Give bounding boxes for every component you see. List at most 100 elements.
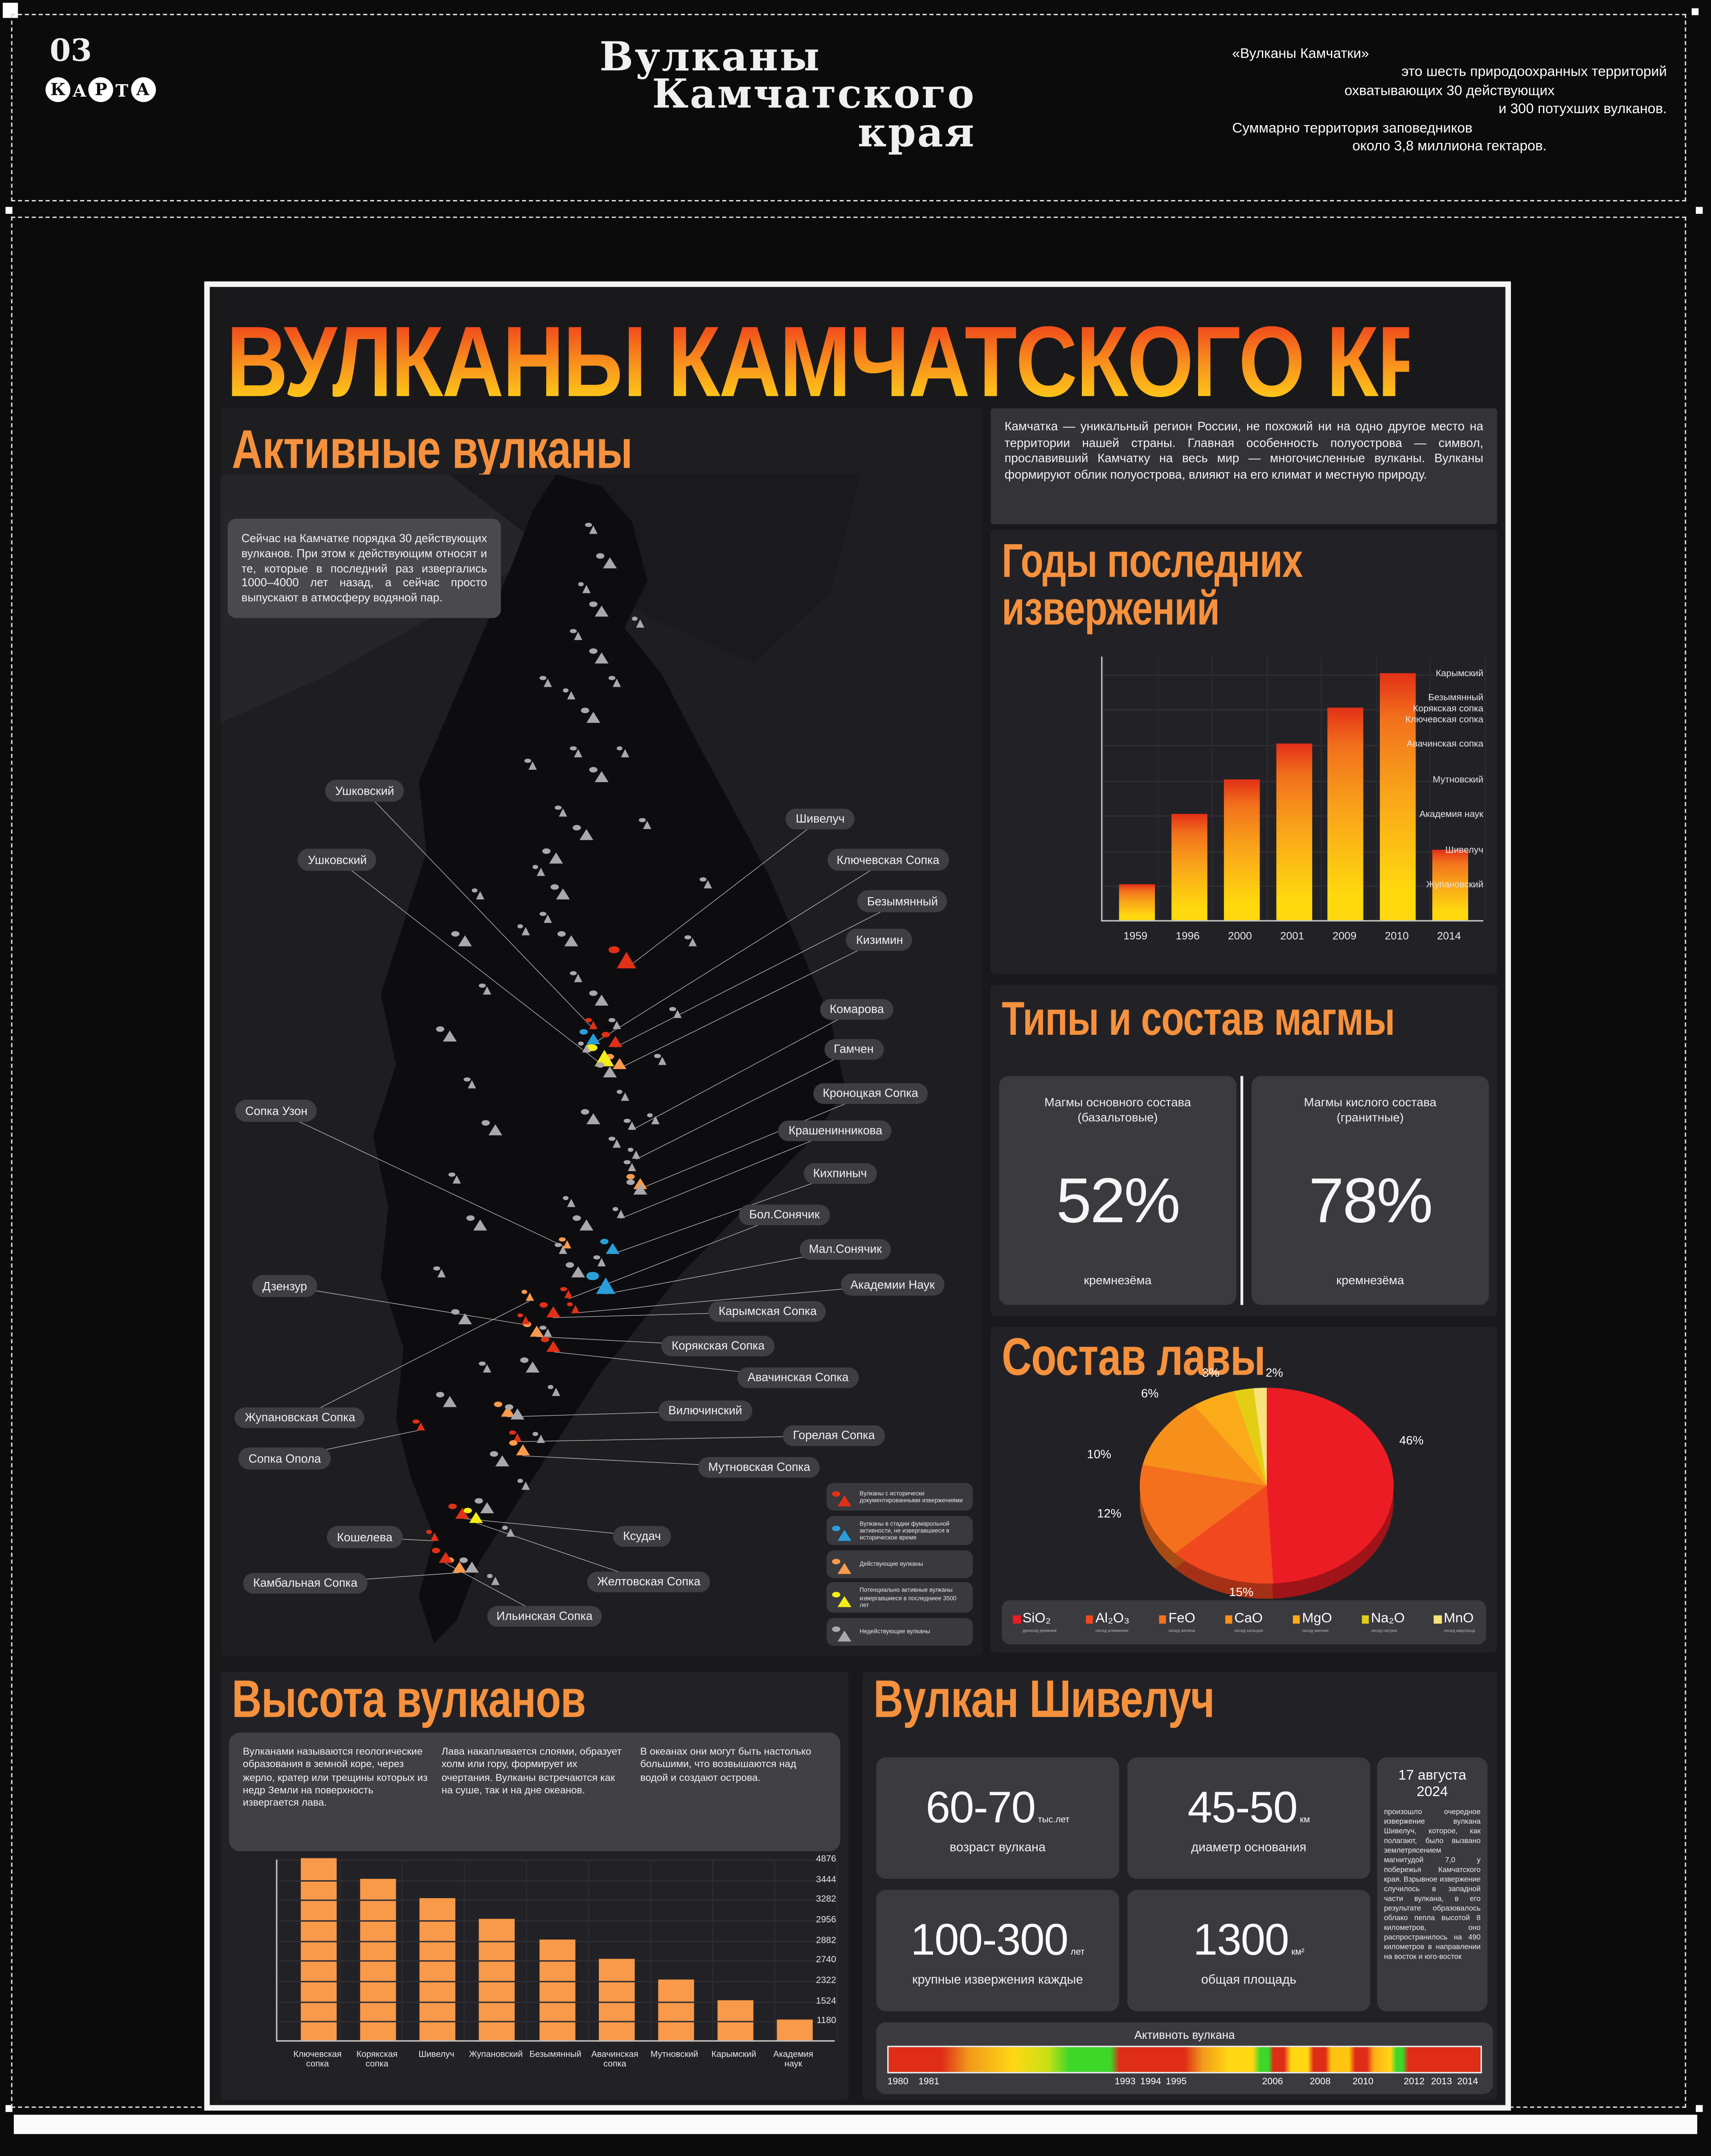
volcano-puff [540,1302,548,1308]
stat-unit: км [1300,1815,1310,1825]
stat-unit: тыс.лет [1038,1815,1070,1825]
volcano-cone [513,1433,522,1442]
volcano-marker-gray [588,991,609,1006]
volcano-cone [465,1561,479,1573]
ytick-label: Безымянный Корякская сопка Ключевская сопк… [1387,694,1483,725]
volcano-marker-gray [532,1432,545,1443]
volcano-label: Горелая Сопка [783,1425,885,1447]
gridline-h [277,1900,835,1902]
volcano-puff [540,912,546,917]
volcano-puff [626,1180,635,1185]
volcano-label: Кихпиныч [803,1163,877,1184]
volcano-marker-gray [596,1062,616,1077]
magma-label-line: Магмы кислого состава [1304,1095,1437,1109]
volcano-cone [628,1163,636,1172]
annotation-line: «Вулканы Камчатки» [1232,47,1369,62]
volcano-cone [480,1503,495,1514]
volcano-marker-gray [436,1026,456,1041]
oxide-name: оксид марганца [1444,1627,1475,1633]
volcano-marker-orange [521,1290,534,1301]
volcano-label: Кизимин [846,929,913,951]
volcano-cone [453,1175,461,1183]
volcano-marker-gray [563,1196,576,1207]
timeline-year: 2010 [1352,2077,1374,2087]
volcano-cone [557,888,571,900]
map-legend-label: Потенциально активные вулканы извергавши… [860,1587,957,1609]
volcano-puff [588,601,597,607]
xtick-line: Корякская [356,2050,398,2060]
xtick-line: Карымский [711,2050,757,2060]
xtick-label: 2010 [1384,930,1409,943]
volcano-label: Корякская Сопка [662,1335,774,1357]
volcano-puff [467,1215,475,1221]
gridline-h [277,1960,835,1962]
volcano-cone [651,1115,659,1124]
volcano-cone [704,879,712,888]
xtick-line: Жупановский [469,2050,523,2060]
magma-label-line: (гранитные) [1336,1111,1404,1125]
heights-heading: Высота вулканов [232,1671,586,1730]
volcano-cone [574,749,583,758]
xtick-label: Авачинская сопка [591,2050,639,2070]
volcano-marker-gray [588,601,609,617]
volcano-puff [612,1207,619,1212]
xtick-label: Корякская сопка [356,2050,397,2070]
volcano-marker-gray [555,1243,568,1254]
oxide-formula: FeO [1168,1611,1195,1627]
masthead-line: Вулканы [599,33,821,80]
volcano-cone [602,1066,616,1077]
volcano-icon-orange [831,1555,854,1574]
volcano-cone [616,1210,625,1219]
chart-plot-area [1101,657,1486,922]
active-volcanoes-heading: Активные вулканы [232,418,633,481]
gridline-v [463,1859,465,2041]
volcano-puff [451,931,460,937]
volcano-cone [613,1139,621,1148]
ytick-label: 1180 [816,2016,836,2026]
volcano-cone [597,1257,606,1266]
pie-percent-label: 10% [1087,1447,1111,1462]
volcano-marker-gray [581,707,601,723]
volcano-label: Вилючинский [659,1400,752,1422]
eruption-bar [1275,743,1312,920]
oxide-formula: CaO [1234,1611,1263,1627]
volcano-marker-gray [608,1136,621,1148]
volcano-cone [574,974,583,983]
legend-swatch [1013,1615,1021,1623]
volcano-puff [581,1109,589,1115]
volcano-marker-gray [524,759,537,770]
volcano-puff [623,1160,630,1164]
volcano-puff [494,1401,503,1407]
volcano-marker-red [517,1314,530,1325]
volcano-marker-gray [436,1392,456,1408]
volcano-puff [596,554,605,559]
volcano-marker-gray [626,1180,647,1195]
volcano-cone [613,678,621,687]
volcano-marker-gray [631,617,644,628]
volcano-label: Кроноцкая Сопка [813,1082,928,1104]
volcano-label: Сопка Узон [235,1100,317,1122]
volcano-cone [602,558,616,569]
volcano-puff [831,1491,840,1497]
volcano-puff [573,1215,582,1221]
annotation-line: охватывающих 30 действующих [1344,84,1555,99]
height-bar [539,1939,575,2041]
volcano-puff [578,581,585,586]
volcano-puff [563,688,569,692]
volcano-cone [521,927,530,935]
ytick-line: Мутновский [1433,775,1484,785]
volcano-label: Безымянный [857,890,948,912]
volcano-label: Желтовская Сопка [587,1571,710,1593]
timeline-year: 2014 [1457,2077,1478,2087]
pie-percent-label: 2% [1265,1365,1283,1379]
volcano-puff [559,1237,565,1241]
xtick-line: сопка [603,2060,626,2070]
height-bar [420,1899,456,2041]
volcano-puff [558,931,566,937]
volcano-puff [448,1172,455,1176]
legend-swatch [1224,1615,1232,1623]
volcano-puff [413,1419,419,1423]
crop-mark [1695,207,1703,214]
volcano-cone [586,1033,600,1044]
volcano-label: Жупановская Сопка [235,1407,365,1429]
